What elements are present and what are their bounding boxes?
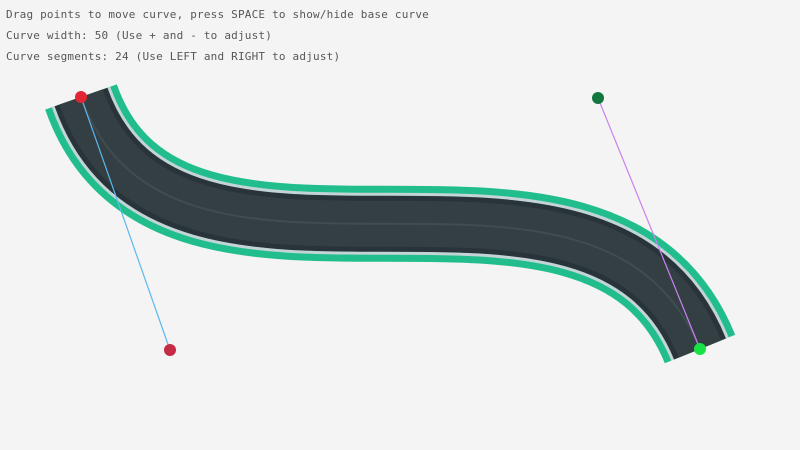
- control-point-2[interactable]: [592, 92, 604, 104]
- road-curve: [45, 83, 736, 365]
- end-tangent-line: [597, 97, 701, 350]
- control-point-1[interactable]: [164, 344, 176, 356]
- start-tangent-line: [80, 96, 171, 351]
- end-point[interactable]: [694, 343, 706, 355]
- handle-lines-group: [80, 96, 701, 351]
- handle-points-group[interactable]: [75, 91, 706, 356]
- road-layer-center-line: [80, 96, 701, 350]
- start-point[interactable]: [75, 91, 87, 103]
